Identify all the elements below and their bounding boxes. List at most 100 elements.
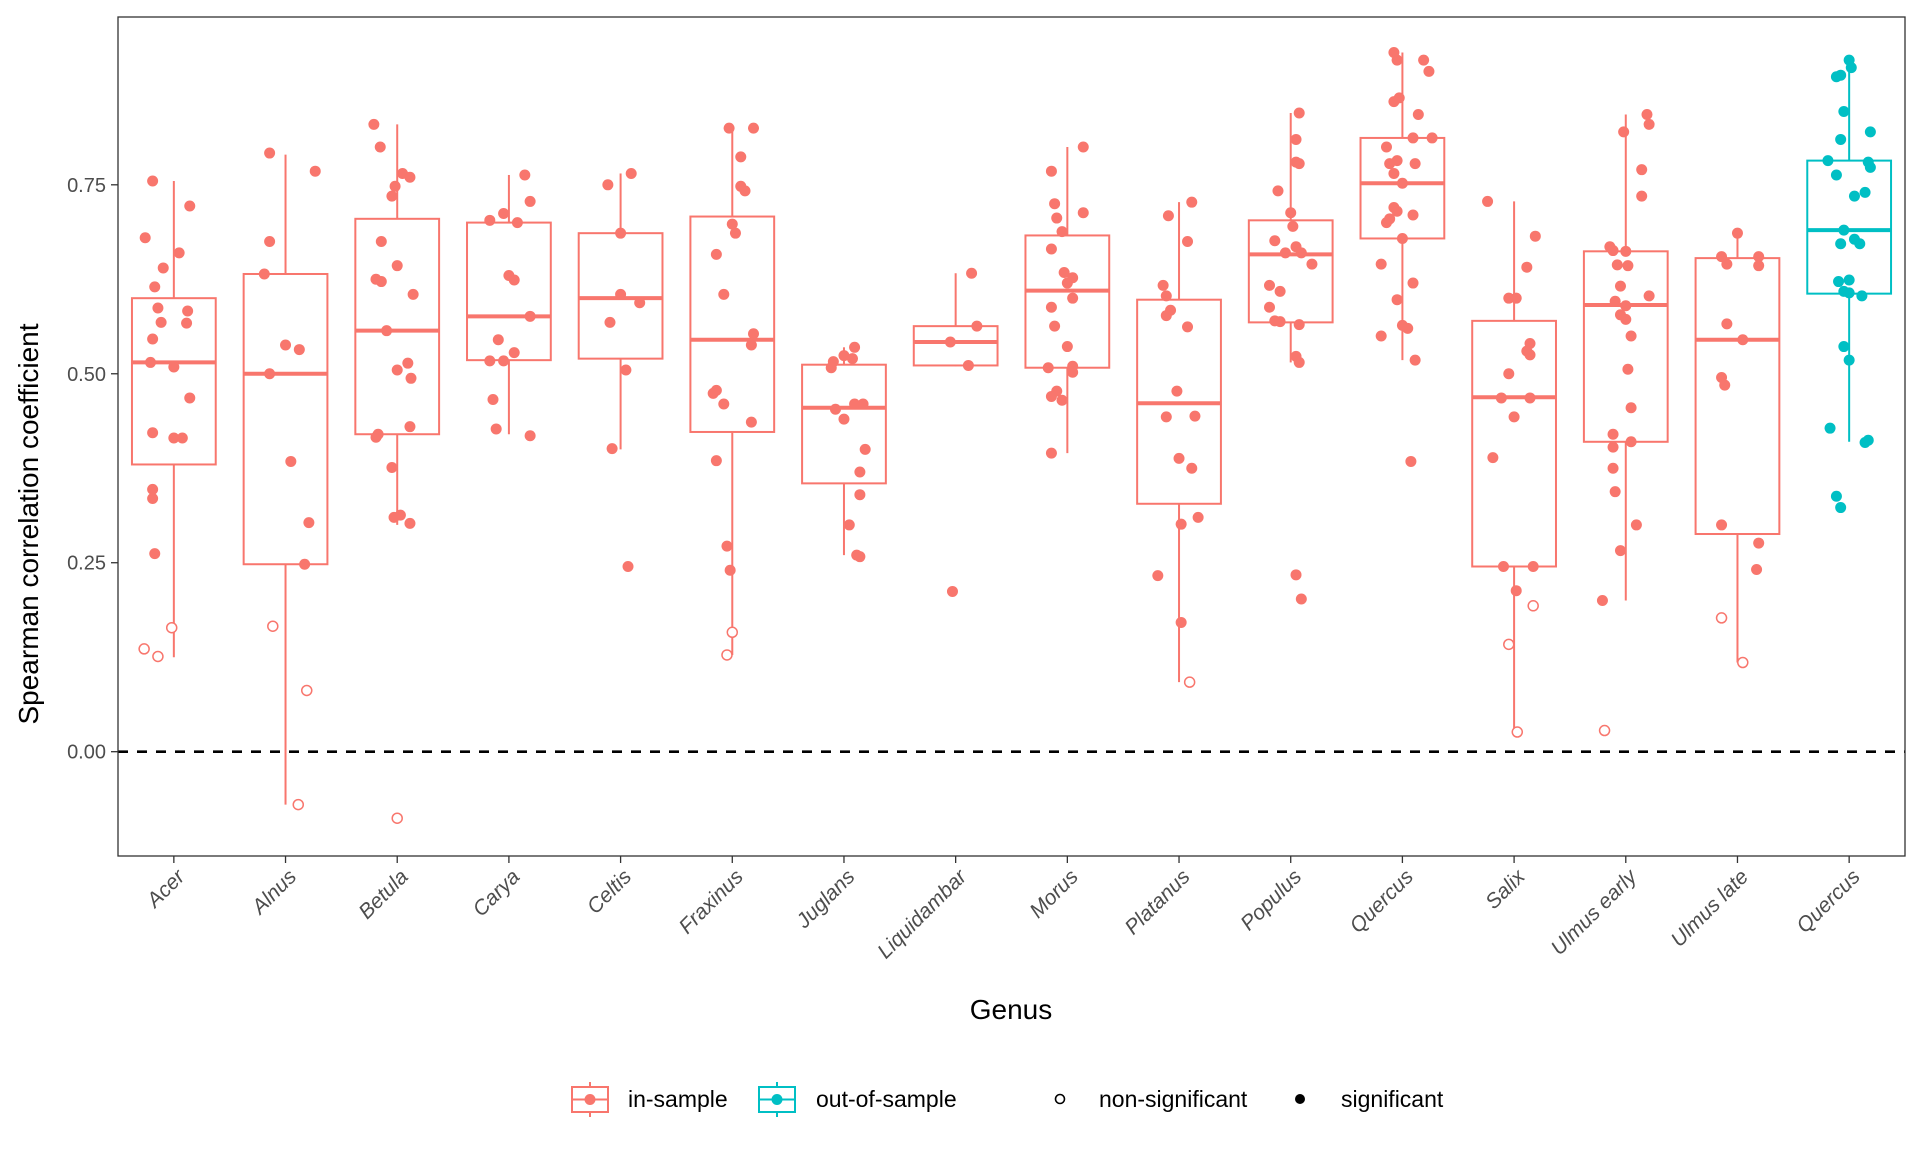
- data-point-significant: [1384, 158, 1396, 170]
- data-point-significant: [1521, 261, 1533, 273]
- data-point-significant: [1061, 277, 1073, 289]
- data-point-significant: [1049, 320, 1061, 332]
- x-tick-label: Ulmus early: [1547, 864, 1643, 960]
- legend-label-in-sample: in-sample: [628, 1086, 728, 1112]
- data-point-significant: [375, 276, 387, 288]
- data-point-significant: [1045, 243, 1057, 255]
- data-point-significant: [1189, 410, 1201, 422]
- data-point-significant: [487, 393, 499, 405]
- data-point-significant: [1295, 247, 1307, 259]
- data-point-non-significant: [1598, 724, 1611, 737]
- box: [354, 217, 441, 436]
- data-point-significant: [1620, 300, 1632, 312]
- y-tick-label: 0.75: [67, 175, 106, 197]
- data-point-significant: [726, 218, 738, 230]
- x-tick-label: Quercus: [1792, 865, 1865, 938]
- data-point-non-significant: [721, 649, 733, 661]
- data-point-significant: [1527, 561, 1539, 573]
- data-point-significant: [1375, 258, 1387, 270]
- data-point-significant: [1160, 310, 1172, 322]
- data-point-significant: [498, 355, 510, 367]
- box: [1806, 159, 1893, 295]
- data-point-significant: [508, 274, 520, 286]
- data-point-significant: [1067, 292, 1079, 304]
- data-point-significant: [1045, 447, 1057, 459]
- data-point-significant: [1487, 452, 1499, 464]
- data-point-significant: [838, 350, 850, 362]
- data-point-significant: [838, 413, 850, 425]
- data-point-significant: [1157, 279, 1169, 291]
- data-point-significant: [1412, 109, 1424, 121]
- data-point-significant: [1859, 186, 1871, 198]
- data-point-significant: [606, 443, 618, 455]
- data-point-significant: [1162, 210, 1174, 222]
- data-point-significant: [1524, 349, 1536, 361]
- x-tick-label: Carya: [469, 865, 525, 921]
- data-point-significant: [511, 217, 523, 229]
- box: [1471, 319, 1557, 568]
- data-point-significant: [1405, 455, 1417, 467]
- data-point-significant: [280, 339, 292, 351]
- data-point-significant: [1848, 233, 1860, 245]
- data-point-significant: [1418, 54, 1430, 66]
- data-point-significant: [264, 368, 276, 380]
- data-point-significant: [1287, 220, 1299, 232]
- data-point-significant: [1175, 616, 1187, 628]
- data-point-significant: [615, 227, 627, 239]
- data-point-significant: [381, 325, 393, 337]
- data-point-significant: [1845, 62, 1857, 74]
- data-point-significant: [1859, 437, 1871, 449]
- legend-key-out-of-sample: [758, 1082, 796, 1117]
- data-point-significant: [1182, 321, 1194, 333]
- data-point-significant: [404, 171, 416, 183]
- data-point-significant: [971, 320, 983, 332]
- data-point-significant: [615, 288, 627, 300]
- data-point-significant: [1426, 132, 1438, 144]
- data-point-significant: [374, 141, 386, 153]
- data-point-significant: [1753, 260, 1765, 272]
- data-point-significant: [1636, 164, 1648, 176]
- y-tick-label: 0.00: [67, 742, 106, 764]
- data-point-significant: [1423, 65, 1435, 77]
- data-point-significant: [370, 431, 382, 443]
- data-point-significant: [1384, 213, 1396, 225]
- data-point-significant: [1618, 126, 1630, 138]
- x-tick-label: Liquidambar: [873, 865, 972, 964]
- data-point-significant: [710, 455, 722, 467]
- data-point-significant: [1391, 205, 1403, 217]
- x-tick-label: Ulmus late: [1667, 865, 1753, 951]
- data-point-significant: [1636, 190, 1648, 202]
- data-point-significant: [944, 336, 956, 348]
- data-point-significant: [147, 483, 159, 495]
- data-point-significant: [1838, 105, 1850, 117]
- data-point-significant: [1274, 285, 1286, 297]
- data-point-significant: [1643, 118, 1655, 130]
- data-point-significant: [1497, 561, 1509, 573]
- data-point-significant: [1643, 290, 1655, 302]
- data-point-significant: [1609, 486, 1621, 498]
- data-point-significant: [1407, 132, 1419, 144]
- box: [1247, 219, 1334, 324]
- data-point-significant: [1625, 330, 1637, 342]
- x-tick-label: Fraxinus: [675, 865, 749, 939]
- data-point-significant: [1192, 511, 1204, 523]
- data-point-significant: [303, 517, 315, 529]
- data-point-significant: [168, 432, 180, 444]
- box: [1024, 234, 1111, 369]
- data-point-significant: [405, 372, 417, 384]
- x-axis-title: Genus: [970, 994, 1053, 1025]
- data-point-significant: [723, 122, 735, 134]
- data-point-significant: [1058, 266, 1070, 278]
- data-point-significant: [1856, 290, 1868, 302]
- data-point-significant: [1375, 330, 1387, 342]
- data-point-significant: [1295, 593, 1307, 605]
- data-point-significant: [729, 227, 741, 239]
- data-point-significant: [1835, 238, 1847, 250]
- data-point-non-significant: [391, 812, 403, 824]
- data-point-significant: [264, 147, 276, 159]
- data-point-significant: [634, 297, 646, 309]
- data-point-significant: [1409, 158, 1421, 170]
- x-tick-label: Salix: [1481, 864, 1531, 914]
- data-point-significant: [149, 548, 161, 560]
- data-point-significant: [147, 492, 159, 504]
